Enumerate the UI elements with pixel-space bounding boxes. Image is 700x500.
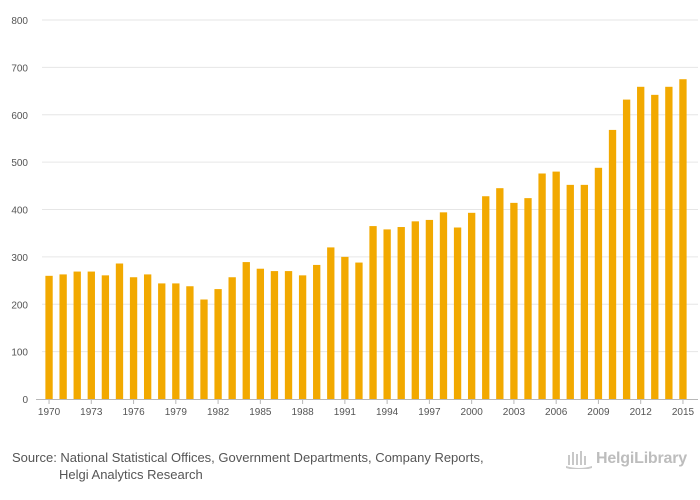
bar-2004	[524, 198, 532, 399]
bar-1985	[256, 268, 265, 399]
bar-1997	[425, 219, 434, 399]
bar-2000	[467, 212, 476, 399]
y-tick-label: 400	[11, 206, 28, 217]
bar-1984	[242, 262, 250, 399]
bar-2007	[566, 184, 574, 399]
bar-1989	[313, 264, 321, 399]
y-tick-label: 600	[11, 111, 28, 122]
bar-1970	[45, 275, 53, 399]
y-tick-label: 700	[11, 63, 28, 74]
bar-1990	[327, 247, 335, 399]
x-tick-label: 1985	[249, 407, 272, 418]
bar-1987	[284, 271, 293, 399]
bar-1996	[411, 221, 419, 399]
bar-1995	[397, 227, 405, 399]
x-tick-label: 2015	[672, 407, 695, 418]
x-tick-label: 1979	[165, 407, 188, 418]
source-line-2: Helgi Analytics Research	[59, 467, 203, 482]
bar-1994	[383, 229, 391, 399]
x-tick-label: 1988	[291, 407, 314, 418]
bar-2006	[552, 171, 560, 399]
source-line-1: Source: National Statistical Offices, Go…	[12, 450, 484, 465]
bar-2012	[637, 86, 645, 399]
bar-2002	[496, 188, 504, 399]
helgi-logo-icon	[566, 451, 592, 469]
x-tick-label: 2003	[503, 407, 526, 418]
y-tick-label: 300	[11, 253, 28, 264]
x-tick-label: 2000	[461, 407, 484, 418]
bar-1981	[200, 299, 208, 399]
bar-1973	[87, 271, 95, 399]
bar-1971	[59, 274, 67, 399]
bar-1974	[101, 275, 110, 399]
x-tick-label: 2009	[587, 407, 610, 418]
bar-2010	[608, 129, 617, 399]
x-tick-label: 2006	[545, 407, 568, 418]
bar-1978	[158, 283, 166, 399]
x-tick-label: 1991	[334, 407, 357, 418]
bar-2001	[482, 196, 490, 399]
bar-2011	[622, 99, 631, 399]
x-tick-label: 1982	[207, 407, 230, 418]
bar-1986	[270, 271, 279, 399]
x-tick-label: 1976	[122, 407, 145, 418]
y-tick-label: 100	[11, 348, 28, 359]
y-tick-label: 200	[11, 300, 28, 311]
source-note: Source: National Statistical Offices, Go…	[12, 449, 552, 483]
bar-1982	[214, 289, 222, 399]
bar-1972	[73, 271, 81, 399]
y-tick-label: 500	[11, 158, 28, 169]
helgi-library-logo[interactable]: HelgiLibrary	[566, 448, 687, 470]
x-tick-label: 2012	[630, 407, 653, 418]
bar-1979	[172, 283, 180, 399]
x-tick-label: 1997	[418, 407, 441, 418]
bar-2008	[580, 184, 589, 399]
bar-1992	[355, 262, 363, 399]
bar-1976	[129, 277, 138, 399]
bar-1988	[298, 275, 307, 399]
bar-2009	[594, 167, 603, 399]
bar-2003	[510, 202, 518, 399]
x-tick-label: 1973	[80, 407, 103, 418]
bar-1980	[186, 286, 194, 399]
bar-1998	[439, 212, 448, 399]
y-tick-label: 0	[22, 395, 28, 406]
bar-chart: 0 100 200 300 400 500 600 700 800 1970 1973 1976 197…	[11, 16, 698, 418]
bar-2013	[651, 94, 659, 399]
bar-2015	[679, 79, 687, 399]
bar-1993	[369, 226, 377, 399]
bar-1999	[453, 227, 462, 399]
bar-1975	[115, 263, 124, 399]
bar-2014	[665, 86, 673, 399]
bar-1983	[228, 277, 236, 399]
y-tick-label: 800	[11, 16, 28, 27]
bar-2005	[538, 173, 546, 399]
x-tick-label: 1994	[376, 407, 399, 418]
bar-1991	[341, 256, 349, 399]
x-tick-label: 1970	[38, 407, 61, 418]
bar-1977	[143, 274, 152, 399]
logo-text: HelgiLibrary	[596, 450, 687, 467]
